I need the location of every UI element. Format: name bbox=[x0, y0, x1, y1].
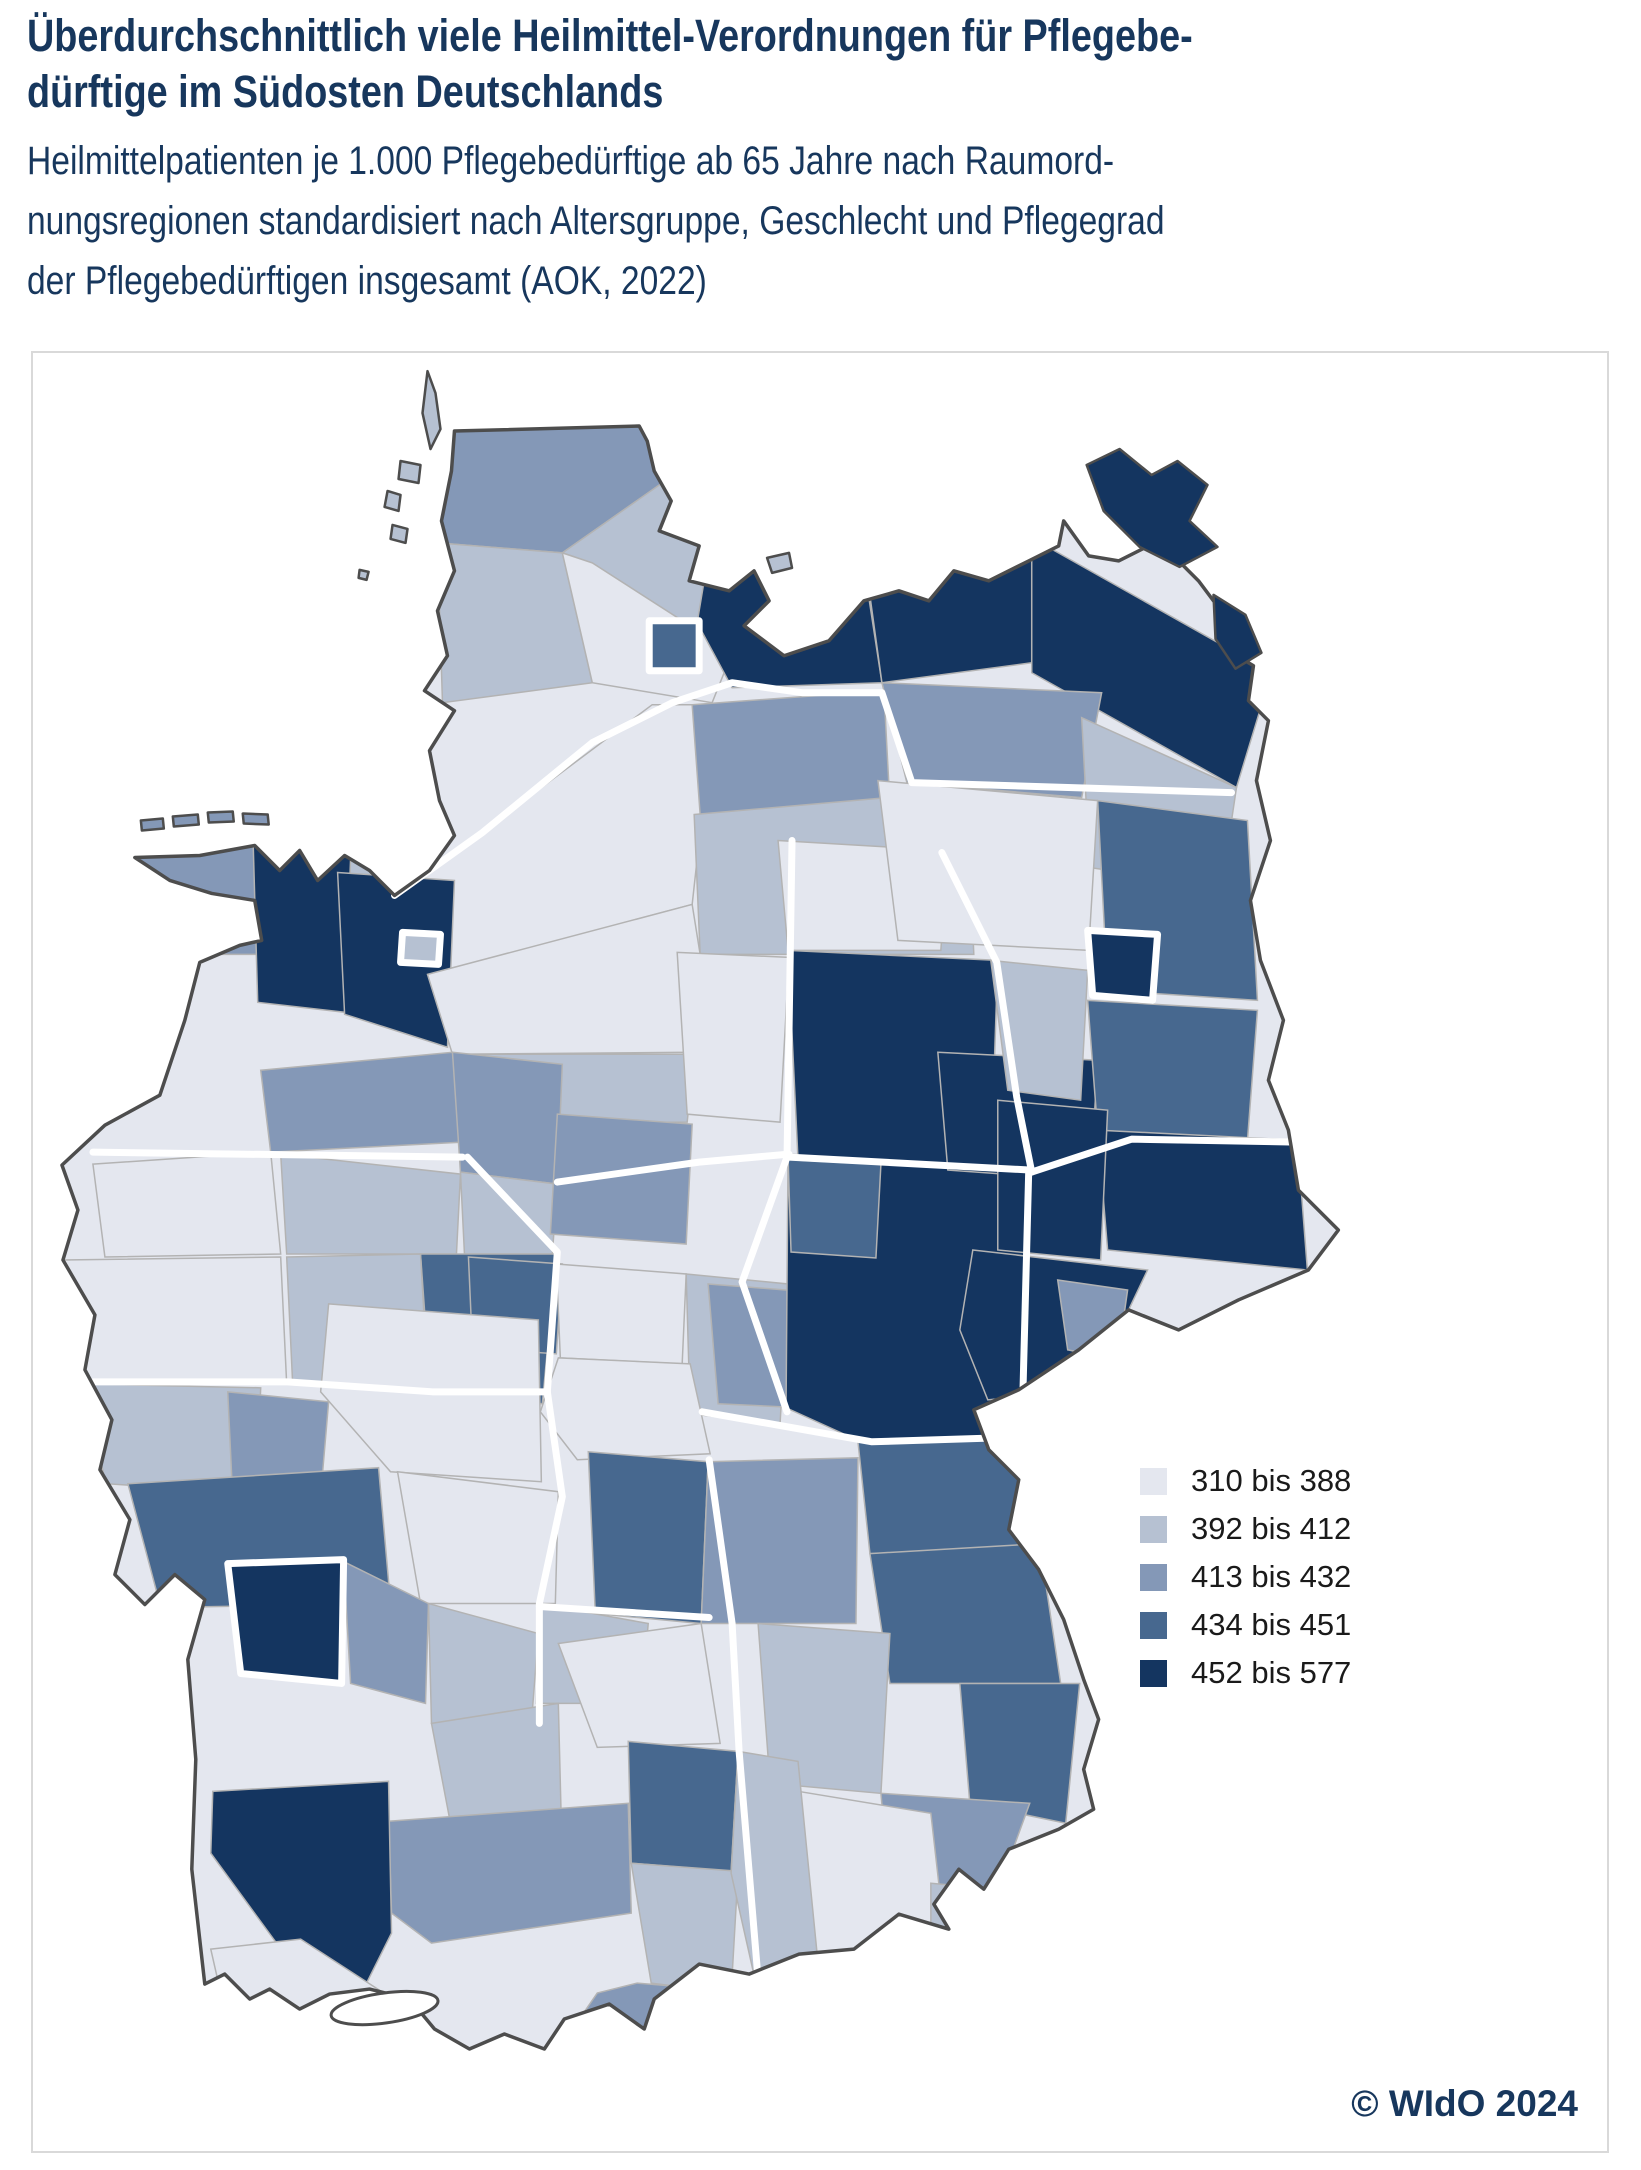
map-region bbox=[877, 779, 1099, 952]
subtitle-line3: der Pflegebedürftigen insgesamt (AOK, 20… bbox=[27, 258, 707, 303]
map-region bbox=[676, 951, 790, 1123]
state-border-line bbox=[391, 679, 1235, 899]
map-region bbox=[627, 1740, 739, 1873]
state-border-line bbox=[738, 1153, 791, 1416]
map-region bbox=[861, 537, 1033, 684]
islands bbox=[139, 369, 1263, 832]
state-border-line bbox=[785, 1153, 1036, 1174]
legend-item: 452 bis 577 bbox=[1140, 1649, 1351, 1697]
map-panel: 310 bis 388 392 bis 412 413 bis 432 434 bis… bbox=[31, 351, 1609, 2153]
state-border-line bbox=[938, 849, 1036, 1176]
map-region bbox=[342, 1560, 430, 1705]
legend-item: 310 bis 388 bbox=[1140, 1457, 1351, 1505]
subtitle-line1: Heilmittelpatienten je 1.000 Pflegebedür… bbox=[27, 138, 1115, 183]
map-region bbox=[1096, 1129, 1309, 1271]
islands-shape bbox=[206, 810, 235, 824]
legend-swatch bbox=[1140, 1659, 1167, 1687]
legend-label: 434 bis 451 bbox=[1191, 1607, 1352, 1642]
map-region bbox=[930, 1882, 1041, 2024]
germany-coastline bbox=[60, 424, 1341, 2051]
islands-shape bbox=[1085, 447, 1219, 569]
map-region bbox=[587, 1450, 709, 1625]
legend-item: 392 bis 412 bbox=[1140, 1505, 1351, 1553]
legend-label: 392 bis 412 bbox=[1191, 1511, 1352, 1546]
map-region bbox=[691, 689, 891, 816]
state-border-line bbox=[397, 928, 444, 968]
state-borders bbox=[89, 617, 1300, 2049]
legend-swatch bbox=[1140, 1467, 1167, 1495]
islands-shape bbox=[389, 523, 409, 545]
map-region bbox=[92, 1151, 282, 1258]
state-border-line bbox=[1028, 1135, 1300, 1176]
header: Überdurchschnittlich viele Heilmittel-Ve… bbox=[27, 8, 1641, 311]
map-region bbox=[1086, 929, 1159, 1002]
subtitle-line2: nungsregionen standardisiert nach Alters… bbox=[27, 198, 1165, 243]
legend-swatch bbox=[1140, 1563, 1167, 1591]
islands-shape bbox=[765, 551, 794, 575]
islands-shape bbox=[1212, 593, 1263, 670]
map-region bbox=[557, 1622, 721, 1749]
islands-shape bbox=[421, 369, 442, 451]
legend-swatch bbox=[1140, 1611, 1167, 1639]
islands-shape bbox=[397, 459, 422, 485]
islands-shape bbox=[357, 568, 370, 582]
map-legend: 310 bis 388 392 bis 412 413 bis 432 434 bis… bbox=[1140, 1457, 1351, 1697]
islands-shape bbox=[139, 817, 166, 832]
map-region bbox=[549, 1113, 693, 1245]
state-border-line bbox=[698, 1408, 1036, 1446]
legend-label: 310 bis 388 bbox=[1191, 1463, 1352, 1498]
bodensee-lake bbox=[329, 1989, 440, 2027]
state-border-line bbox=[224, 1556, 348, 1687]
map-region bbox=[396, 1470, 560, 1605]
map-region bbox=[226, 1558, 345, 1685]
map-region bbox=[539, 1357, 712, 1461]
state-border-line bbox=[89, 1378, 551, 1396]
state-border-line bbox=[535, 1603, 713, 1622]
map-region bbox=[401, 933, 440, 964]
state-border-line bbox=[783, 837, 796, 1161]
page-title-line2: dürftige im Südosten Deutschlands bbox=[27, 66, 664, 118]
state-border-line bbox=[535, 1388, 566, 1727]
state-border-line bbox=[1084, 926, 1162, 1004]
map-region bbox=[869, 1542, 1062, 1685]
state-border-line bbox=[553, 1150, 793, 1186]
map-region bbox=[259, 1051, 464, 1153]
map-region bbox=[451, 1051, 564, 1185]
map-region bbox=[997, 1099, 1109, 1261]
map-region bbox=[648, 620, 700, 672]
legend-label: 452 bis 577 bbox=[1191, 1655, 1352, 1690]
state-border-line bbox=[463, 1153, 561, 1396]
islands-shape bbox=[171, 813, 201, 828]
map-region bbox=[787, 1156, 882, 1259]
map-region bbox=[555, 1263, 687, 1365]
map-region bbox=[226, 1390, 330, 1485]
islands-shape bbox=[383, 489, 402, 513]
map-region bbox=[1086, 999, 1259, 1141]
subtitle: Heilmittelpatienten je 1.000 Pflegebedür… bbox=[27, 131, 1641, 311]
legend-item: 413 bis 432 bbox=[1140, 1553, 1351, 1601]
copyright-label: © WIdO 2024 bbox=[1351, 2083, 1578, 2124]
map-region bbox=[700, 1456, 859, 1625]
page-title-line1: Überdurchschnittlich viele Heilmittel-Ve… bbox=[27, 10, 1193, 61]
legend-label: 413 bis 432 bbox=[1191, 1559, 1352, 1594]
legend-item: 434 bis 451 bbox=[1140, 1601, 1351, 1649]
state-border-line bbox=[89, 1148, 466, 1161]
legend-swatch bbox=[1140, 1515, 1167, 1543]
germany-choropleth-map bbox=[60, 369, 1341, 2051]
map-region bbox=[959, 1249, 1149, 1401]
map-region bbox=[857, 1430, 1039, 1555]
state-border-line bbox=[645, 617, 703, 675]
islands-shape bbox=[241, 812, 270, 826]
